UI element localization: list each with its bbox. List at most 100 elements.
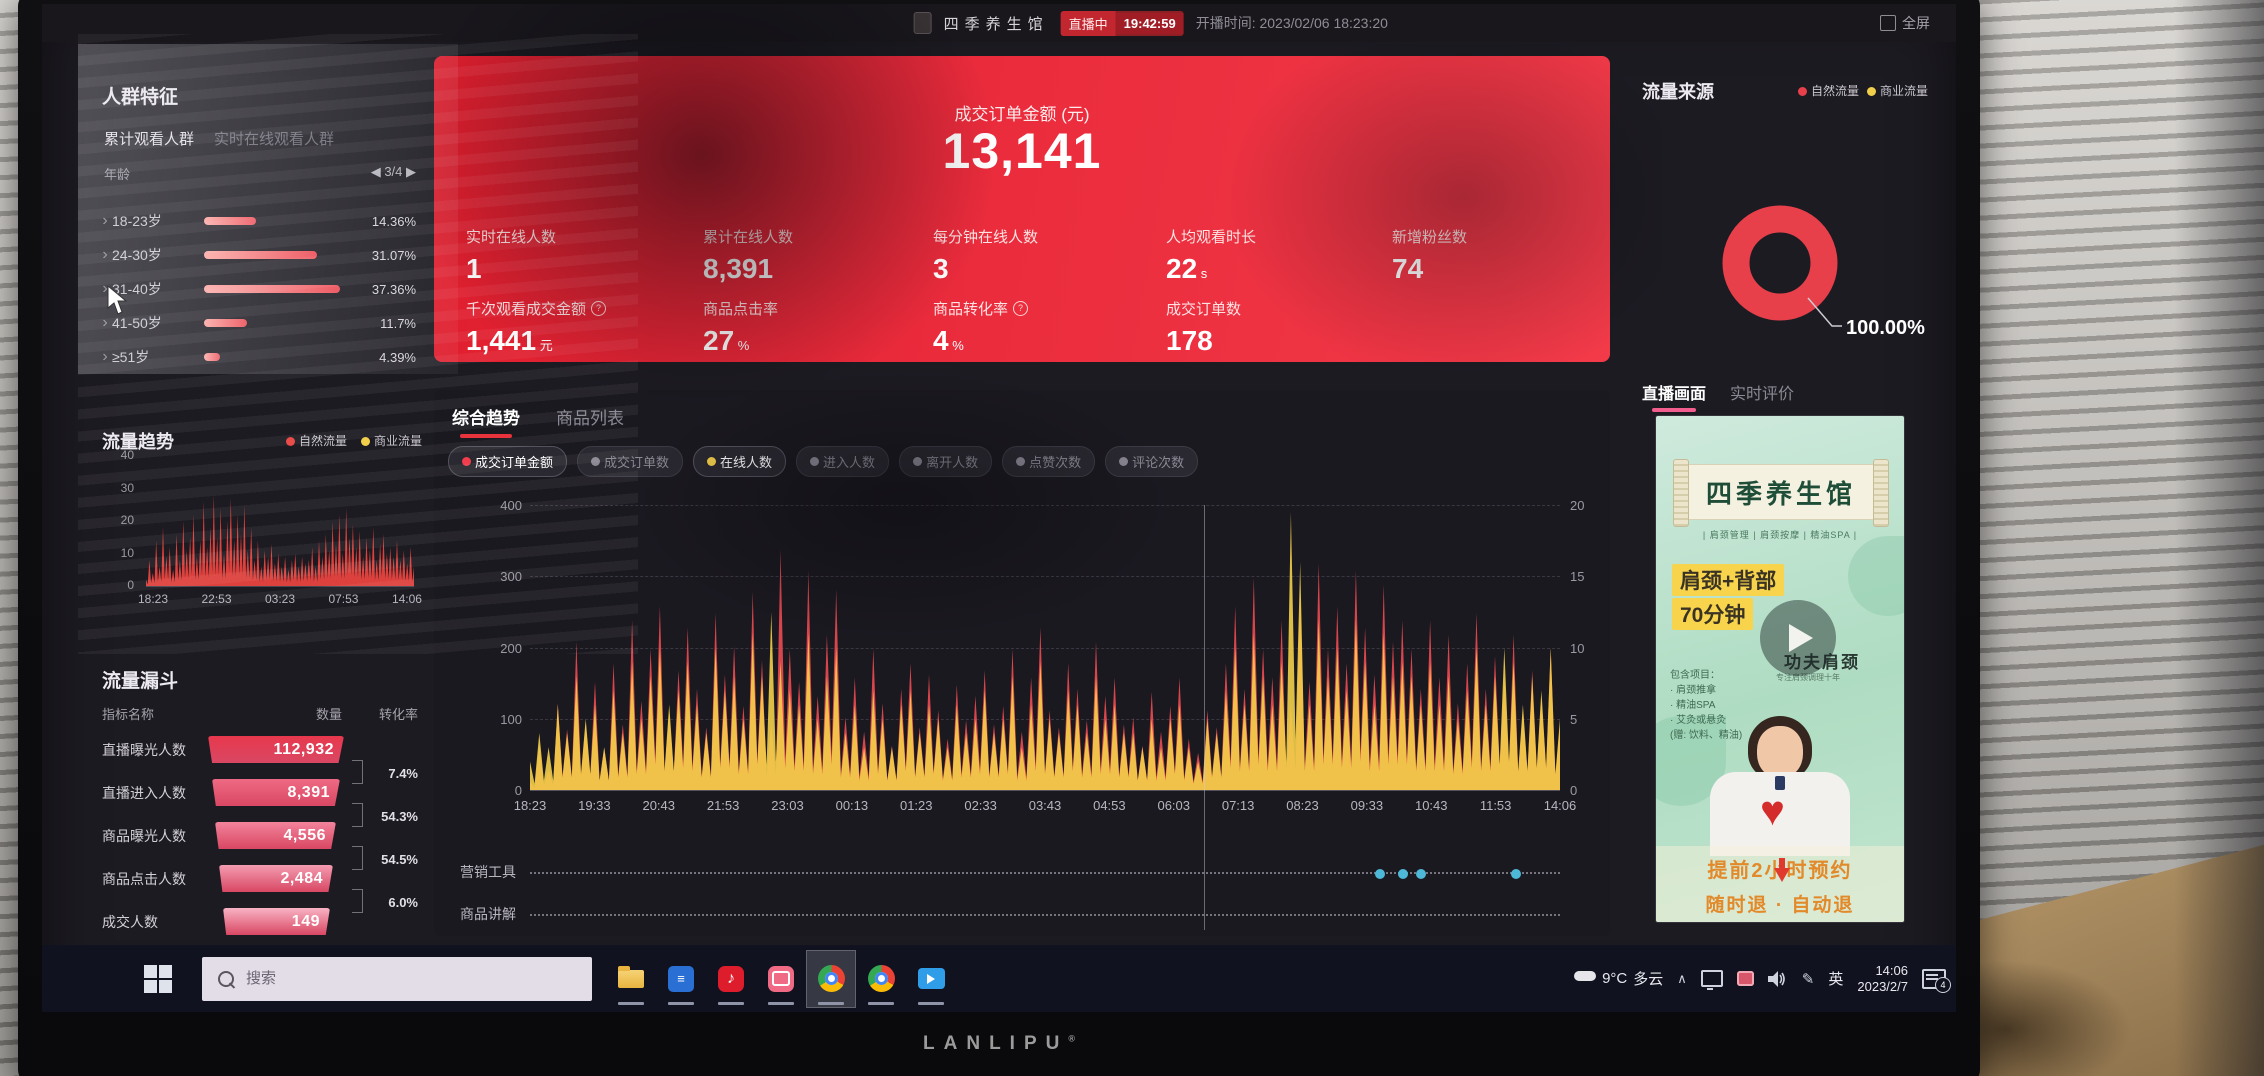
- y-axis-tick-right: 5: [1570, 711, 1578, 727]
- metric: 新增粉丝数 74: [1392, 226, 1467, 285]
- taskbar-clock[interactable]: 14:06 2023/2/7: [1857, 963, 1908, 995]
- volume-icon[interactable]: [1767, 970, 1788, 987]
- funnel-connector: [352, 846, 363, 870]
- taskbar-app-blue[interactable]: ≡: [656, 950, 706, 1008]
- brand-icon: [913, 12, 932, 34]
- fullscreen-icon: [1880, 15, 1896, 31]
- y-axis-tick-right: 10: [1570, 640, 1585, 656]
- taskbar-chrome-2[interactable]: [856, 950, 906, 1008]
- funnel-row: 直播曝光人数 112,932: [90, 736, 430, 763]
- age-bar: [204, 285, 340, 293]
- taskbar-chrome-active[interactable]: [806, 949, 856, 1008]
- input-language[interactable]: 英: [1828, 971, 1844, 988]
- pill-进入人数[interactable]: 进入人数: [796, 446, 890, 477]
- tab-product-list[interactable]: 商品列表: [556, 409, 624, 428]
- marketing-event-dot[interactable]: [1415, 869, 1426, 879]
- audience-pagination[interactable]: ◀ 3/4 ▶: [370, 164, 416, 179]
- start-button[interactable]: [144, 964, 172, 993]
- funnel-rate: 54.3%: [381, 809, 418, 824]
- marketing-event-dot[interactable]: [1398, 869, 1409, 879]
- x-axis-tick: 18:23: [513, 798, 547, 813]
- gridline: [530, 505, 1560, 506]
- metric: 累计在线人数 8,391: [703, 226, 793, 285]
- mini-y-tick: 30: [120, 480, 134, 495]
- pill-label: 点赞次数: [1029, 455, 1082, 470]
- screen: 四季养生馆 直播中 19:42:59 开播时间: 2023/02/06 18:2…: [42, 4, 1956, 1012]
- age-bar-fill: [204, 251, 318, 259]
- pill-在线人数[interactable]: 在线人数: [693, 446, 787, 477]
- metric-unit: %: [948, 338, 964, 353]
- age-label: ≥51岁: [112, 349, 150, 365]
- marketing-tools-timeline[interactable]: [530, 872, 1560, 874]
- pill-label: 成交订单金额: [475, 455, 554, 470]
- pill-离开人数[interactable]: 离开人数: [899, 446, 993, 477]
- legend-item[interactable]: 自然流量: [285, 432, 347, 449]
- gmv-value: 13,141: [942, 123, 1102, 179]
- pill-dot: [462, 457, 471, 466]
- stream-title: 四季养生馆: [943, 15, 1049, 33]
- tab-live-screen[interactable]: 直播画面: [1642, 380, 1706, 412]
- pill-成交订单金额[interactable]: 成交订单金额: [448, 446, 568, 477]
- pill-dot: [591, 457, 601, 466]
- pill-成交订单数[interactable]: 成交订单数: [577, 446, 684, 477]
- fullscreen-button[interactable]: 全屏: [1880, 13, 1930, 33]
- audience-title: 人群特征: [102, 87, 179, 108]
- legend-item[interactable]: 商业流量: [1866, 82, 1928, 99]
- hidden-icons-chevron[interactable]: ∧: [1677, 970, 1687, 986]
- metric-value: 3: [933, 253, 949, 284]
- display-tray-icon[interactable]: [1700, 970, 1723, 990]
- funnel-bar-value: 112,932: [273, 740, 334, 758]
- metric-label-text: 商品转化率: [933, 301, 1009, 318]
- x-axis-tick: 11:53: [1479, 798, 1512, 813]
- x-axis-tick: 06:03: [1157, 798, 1191, 813]
- audience-panel: 人群特征 累计观看人群 实时在线观看人群 年龄 ◀ 3/4 ▶ › 18-23岁 1…: [90, 56, 430, 365]
- tab-realtime-audience[interactable]: 实时在线观看人群: [214, 131, 335, 148]
- live-stream-poster[interactable]: 四季养生馆 | 肩颈管理 | 肩颈按摩 | 精油SPA | 肩颈+背部 70分钟…: [1656, 416, 1904, 922]
- funnel-col-name: 指标名称: [102, 707, 155, 722]
- pill-评论次数[interactable]: 评论次数: [1105, 446, 1199, 477]
- funnel-row-label: 直播曝光人数: [102, 741, 186, 758]
- pill-dot: [913, 457, 923, 466]
- metric-value: 74: [1392, 253, 1424, 284]
- y-axis-tick-left: 200: [500, 640, 522, 656]
- pill-点赞次数[interactable]: 点赞次数: [1002, 446, 1096, 477]
- age-bar-fill: [204, 285, 340, 293]
- product-explain-timeline[interactable]: [530, 914, 1560, 916]
- legend-item[interactable]: 自然流量: [1797, 82, 1859, 99]
- taskbar-camera-app[interactable]: [756, 950, 806, 1008]
- live-label: 直播中: [1060, 10, 1116, 36]
- metric-value: 1: [466, 253, 482, 284]
- traffic-source-panel: 流量来源 自然流量 商业流量 100.00%: [1630, 56, 1932, 362]
- metric-label: 新增粉丝数: [1392, 226, 1467, 247]
- taskbar-music-app[interactable]: ♪: [706, 950, 756, 1008]
- pill-dot: [1119, 457, 1129, 466]
- product-explain-label: 商品讲解: [460, 906, 516, 922]
- gmv-card: 成交订单金额 (元) 13,141 实时在线人数 1 累计在线人数 8,391 每分钟在…: [434, 56, 1610, 362]
- weather-widget[interactable]: 9°C 多云: [1574, 968, 1663, 989]
- tab-realtime-comments[interactable]: 实时评价: [1730, 386, 1795, 403]
- chart-crosshair: [1204, 505, 1205, 930]
- metric: 商品点击率 27 %: [703, 298, 778, 357]
- poster-footer-line2: 随时退 · 自动退: [1705, 895, 1855, 916]
- funnel-row-label: 商品点击人数: [102, 870, 186, 887]
- legend-item[interactable]: 商业流量: [360, 432, 422, 449]
- taskbar-video-app[interactable]: [906, 950, 956, 1008]
- search-input[interactable]: [244, 969, 548, 988]
- age-bar: [204, 217, 340, 225]
- funnel-bar-value: 2,484: [280, 869, 323, 887]
- tab-cumulative-audience[interactable]: 累计观看人群: [104, 131, 195, 148]
- x-axis-tick: 21:53: [706, 798, 740, 813]
- y-axis-tick-left: 100: [500, 711, 522, 727]
- clock-date: 2023/2/7: [1857, 978, 1908, 994]
- screenshot-tray-icon[interactable]: [1736, 971, 1754, 986]
- marketing-event-dot[interactable]: [1510, 869, 1521, 879]
- marketing-event-dot[interactable]: [1374, 869, 1385, 879]
- taskbar-file-explorer[interactable]: [606, 950, 656, 1008]
- pen-input-icon[interactable]: ✎: [1801, 970, 1815, 988]
- notification-icon[interactable]: 4: [1922, 968, 1951, 993]
- taskbar-search[interactable]: [202, 956, 592, 1001]
- weather-icon: [1574, 970, 1597, 981]
- tab-overall-trend[interactable]: 综合趋势: [452, 404, 520, 438]
- play-button[interactable]: [1760, 600, 1836, 676]
